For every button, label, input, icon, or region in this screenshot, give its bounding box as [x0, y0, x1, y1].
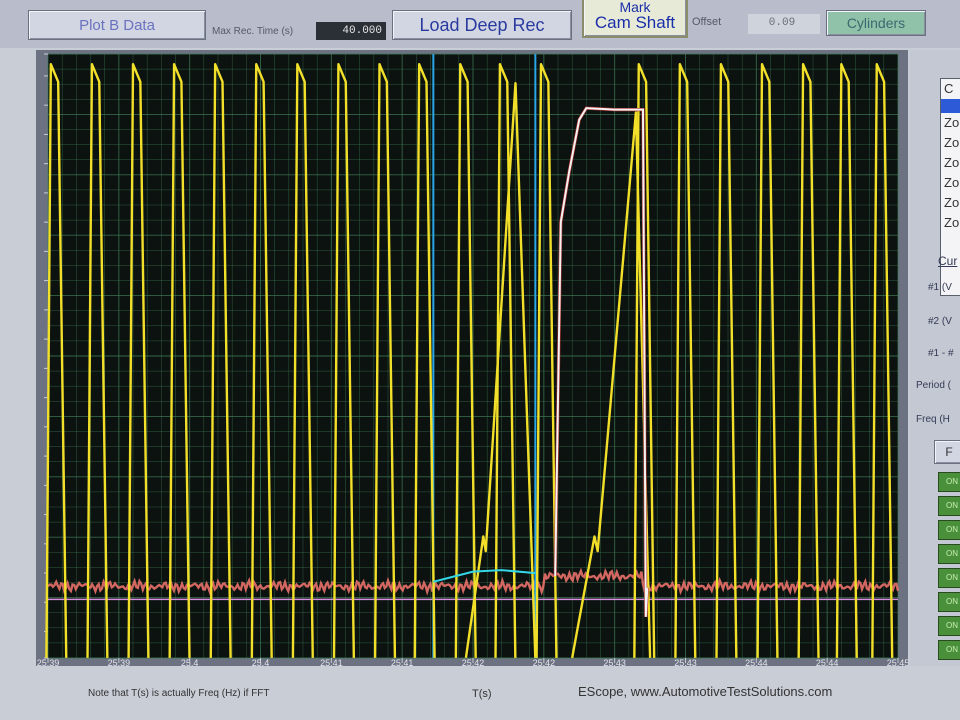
on-button[interactable]: ON: [938, 520, 960, 540]
x-tick-label: 25.42: [462, 658, 485, 666]
crank-tooth: [209, 63, 232, 658]
channel-list[interactable]: C Zo Zo Zo Zo Zo Zo: [940, 78, 960, 296]
list-item[interactable]: Zo: [944, 215, 960, 230]
side-panel: C Zo Zo Zo Zo Zo Zo Cur #1 (V #2 (V #1 -…: [910, 50, 960, 666]
series-cam: [554, 107, 649, 617]
max-rec-time-field[interactable]: 40.000: [316, 22, 386, 40]
crank-slow-ramp: [464, 82, 537, 659]
on-button[interactable]: ON: [938, 568, 960, 588]
crank-tooth: [674, 63, 697, 658]
crank-tooth: [454, 63, 477, 658]
list-item-selected[interactable]: [941, 99, 960, 113]
max-rec-time-label: Max Rec. Time (s): [212, 26, 294, 37]
fft-note: Note that T(s) is actually Freq (Hz) if …: [88, 688, 270, 699]
crank-tooth: [797, 63, 820, 658]
side-f-button[interactable]: F: [934, 440, 960, 464]
footer: Note that T(s) is actually Freq (Hz) if …: [0, 666, 960, 720]
x-tick-label: 25.4: [252, 658, 270, 666]
readout-1: #1 (V: [928, 282, 952, 293]
on-button[interactable]: ON: [938, 592, 960, 612]
x-tick-label: 25.39: [108, 658, 131, 666]
list-item[interactable]: Zo: [944, 155, 960, 170]
list-item[interactable]: Zo: [944, 175, 960, 190]
cam-shaft-label: Cam Shaft: [594, 13, 676, 32]
load-deep-rec-button[interactable]: Load Deep Rec: [392, 10, 572, 40]
on-button[interactable]: ON: [938, 472, 960, 492]
crank-tooth: [871, 63, 894, 658]
crank-tooth: [413, 63, 436, 658]
x-tick-label: 25.41: [391, 658, 414, 666]
crank-tooth: [535, 63, 558, 658]
series-cyan: [433, 569, 536, 583]
crank-slow-ramp: [570, 111, 652, 659]
crank-tooth: [633, 63, 656, 658]
crank-tooth: [168, 63, 191, 658]
cylinders-button[interactable]: Cylinders: [826, 10, 926, 36]
offset-field[interactable]: 0.09: [748, 14, 820, 34]
x-tick-label: 25.41: [320, 658, 343, 666]
scope-chart[interactable]: 3.753.63.43.232.82.62.42.221.81.61.41.21…: [36, 50, 908, 666]
plot-frame: 3.753.63.43.232.82.62.42.221.81.61.41.21…: [36, 50, 908, 666]
offset-label: Offset: [692, 16, 722, 28]
credit-text: EScope, www.AutomotiveTestSolutions.com: [578, 684, 833, 699]
mark-label: Mark: [619, 0, 651, 15]
x-tick-label: 25.43: [674, 658, 697, 666]
readout-2: #2 (V: [928, 316, 952, 327]
crank-tooth: [373, 63, 397, 658]
list-item[interactable]: Zo: [944, 115, 960, 130]
on-button[interactable]: ON: [938, 496, 960, 516]
x-tick-label: 25.44: [816, 658, 839, 666]
mark-cam-shaft-button[interactable]: Mark Cam Shaft: [582, 0, 688, 38]
x-tick-label: 25.39: [37, 658, 60, 666]
crank-tooth: [715, 63, 738, 658]
on-button[interactable]: ON: [938, 640, 960, 660]
crank-tooth: [86, 63, 109, 658]
list-header: C: [944, 81, 954, 96]
x-tick-label: 25.44: [745, 658, 768, 666]
crank-tooth: [291, 63, 314, 658]
crank-tooth: [332, 63, 356, 658]
plot-b-data-button[interactable]: Plot B Data: [28, 10, 206, 40]
crank-tooth: [45, 63, 68, 658]
x-tick-label: 25.45: [887, 658, 908, 666]
crank-tooth: [756, 63, 779, 658]
crank-tooth: [127, 63, 150, 658]
readout-diff: #1 - #: [928, 348, 954, 359]
x-tick-label: 25.43: [603, 658, 626, 666]
list-item[interactable]: Zo: [944, 195, 960, 210]
readout-period: Period (: [916, 380, 952, 391]
on-button[interactable]: ON: [938, 544, 960, 564]
x-tick-label: 25.42: [533, 658, 556, 666]
x-tick-label: 25.4: [181, 658, 199, 666]
toolbar: Plot B Data Max Rec. Time (s) 40.000 Loa…: [0, 0, 960, 48]
list-item[interactable]: Zo: [944, 135, 960, 150]
crank-tooth: [835, 63, 858, 658]
cursor-label: Cur: [938, 254, 958, 268]
crank-tooth: [250, 63, 273, 658]
x-axis-label: T(s): [472, 688, 492, 700]
readout-freq: Freq (H: [916, 414, 950, 425]
on-button[interactable]: ON: [938, 616, 960, 636]
